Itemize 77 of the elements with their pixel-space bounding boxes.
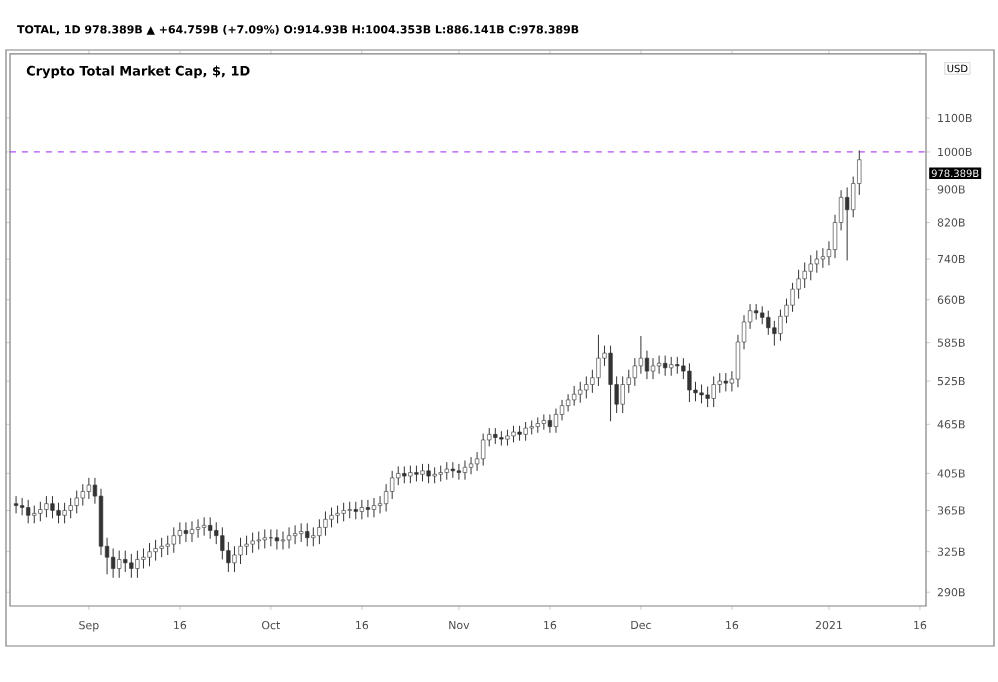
candlestick bbox=[262, 528, 267, 549]
candlestick bbox=[50, 495, 55, 519]
candlestick bbox=[256, 531, 261, 551]
candlestick bbox=[244, 535, 249, 556]
candlestick bbox=[117, 550, 122, 579]
candlestick bbox=[26, 499, 31, 524]
candlestick bbox=[250, 532, 255, 554]
candlestick bbox=[699, 384, 704, 404]
candlestick bbox=[705, 386, 710, 408]
candlestick bbox=[311, 526, 316, 547]
candlestick bbox=[147, 542, 152, 567]
candlestick bbox=[286, 526, 292, 549]
candlestick bbox=[650, 357, 656, 380]
candlestick bbox=[426, 463, 431, 484]
candlestick bbox=[20, 497, 25, 516]
candlestick bbox=[159, 537, 164, 558]
candlestick bbox=[171, 526, 176, 554]
candlestick bbox=[141, 547, 146, 570]
candlestick bbox=[195, 518, 201, 539]
candlestick bbox=[153, 539, 158, 562]
candlestick bbox=[456, 463, 462, 481]
candlestick bbox=[189, 520, 195, 543]
candlestick bbox=[547, 413, 553, 434]
candlestick bbox=[553, 408, 559, 434]
candlestick bbox=[669, 356, 674, 377]
candlestick bbox=[13, 495, 19, 514]
candlestick bbox=[305, 522, 310, 547]
candlestick bbox=[329, 507, 334, 528]
candlestick bbox=[596, 334, 601, 387]
candlestick bbox=[208, 516, 213, 540]
candlestick bbox=[68, 497, 73, 519]
candlestick bbox=[578, 381, 583, 404]
candlestick bbox=[584, 375, 589, 399]
candlestick bbox=[572, 385, 577, 407]
candlestick bbox=[656, 355, 662, 375]
candlestick bbox=[323, 510, 328, 537]
candlestick bbox=[62, 502, 67, 524]
candlestick bbox=[268, 528, 273, 547]
candlestick bbox=[280, 531, 286, 551]
candlestick bbox=[620, 375, 625, 414]
candlestick bbox=[293, 524, 298, 545]
candlestick bbox=[663, 355, 668, 377]
candlestick bbox=[565, 393, 571, 412]
candlestick bbox=[129, 553, 134, 579]
candlestick bbox=[135, 550, 140, 579]
candlestick bbox=[274, 528, 280, 551]
candlestick bbox=[371, 497, 377, 518]
candlestick bbox=[202, 516, 207, 537]
candlestick bbox=[80, 483, 85, 507]
candlestick bbox=[238, 537, 243, 565]
candlestick bbox=[341, 502, 346, 522]
candlestick bbox=[317, 518, 322, 545]
candlestick bbox=[462, 460, 468, 481]
candlestick bbox=[38, 501, 43, 522]
candlestick bbox=[687, 362, 692, 403]
candlestick bbox=[711, 375, 716, 408]
candlestick bbox=[523, 421, 528, 442]
candlestick bbox=[365, 499, 371, 518]
candlestick bbox=[56, 502, 61, 524]
candlestick bbox=[165, 535, 170, 556]
candlestick bbox=[183, 521, 189, 543]
candlestick bbox=[74, 490, 79, 514]
candlestick bbox=[723, 372, 728, 392]
candlestick bbox=[468, 456, 474, 475]
candlestick bbox=[820, 247, 825, 269]
candlestick bbox=[299, 522, 304, 543]
candlestick bbox=[86, 477, 91, 500]
candlestick bbox=[177, 521, 182, 545]
candlestick bbox=[359, 499, 364, 520]
candlestick bbox=[814, 249, 819, 274]
candlestick bbox=[232, 545, 237, 573]
candlestick bbox=[808, 254, 813, 281]
candlestick bbox=[44, 495, 49, 518]
candlestick bbox=[845, 186, 850, 261]
candlestick bbox=[608, 345, 613, 422]
candlestick bbox=[123, 550, 128, 573]
candlestick bbox=[481, 433, 486, 467]
